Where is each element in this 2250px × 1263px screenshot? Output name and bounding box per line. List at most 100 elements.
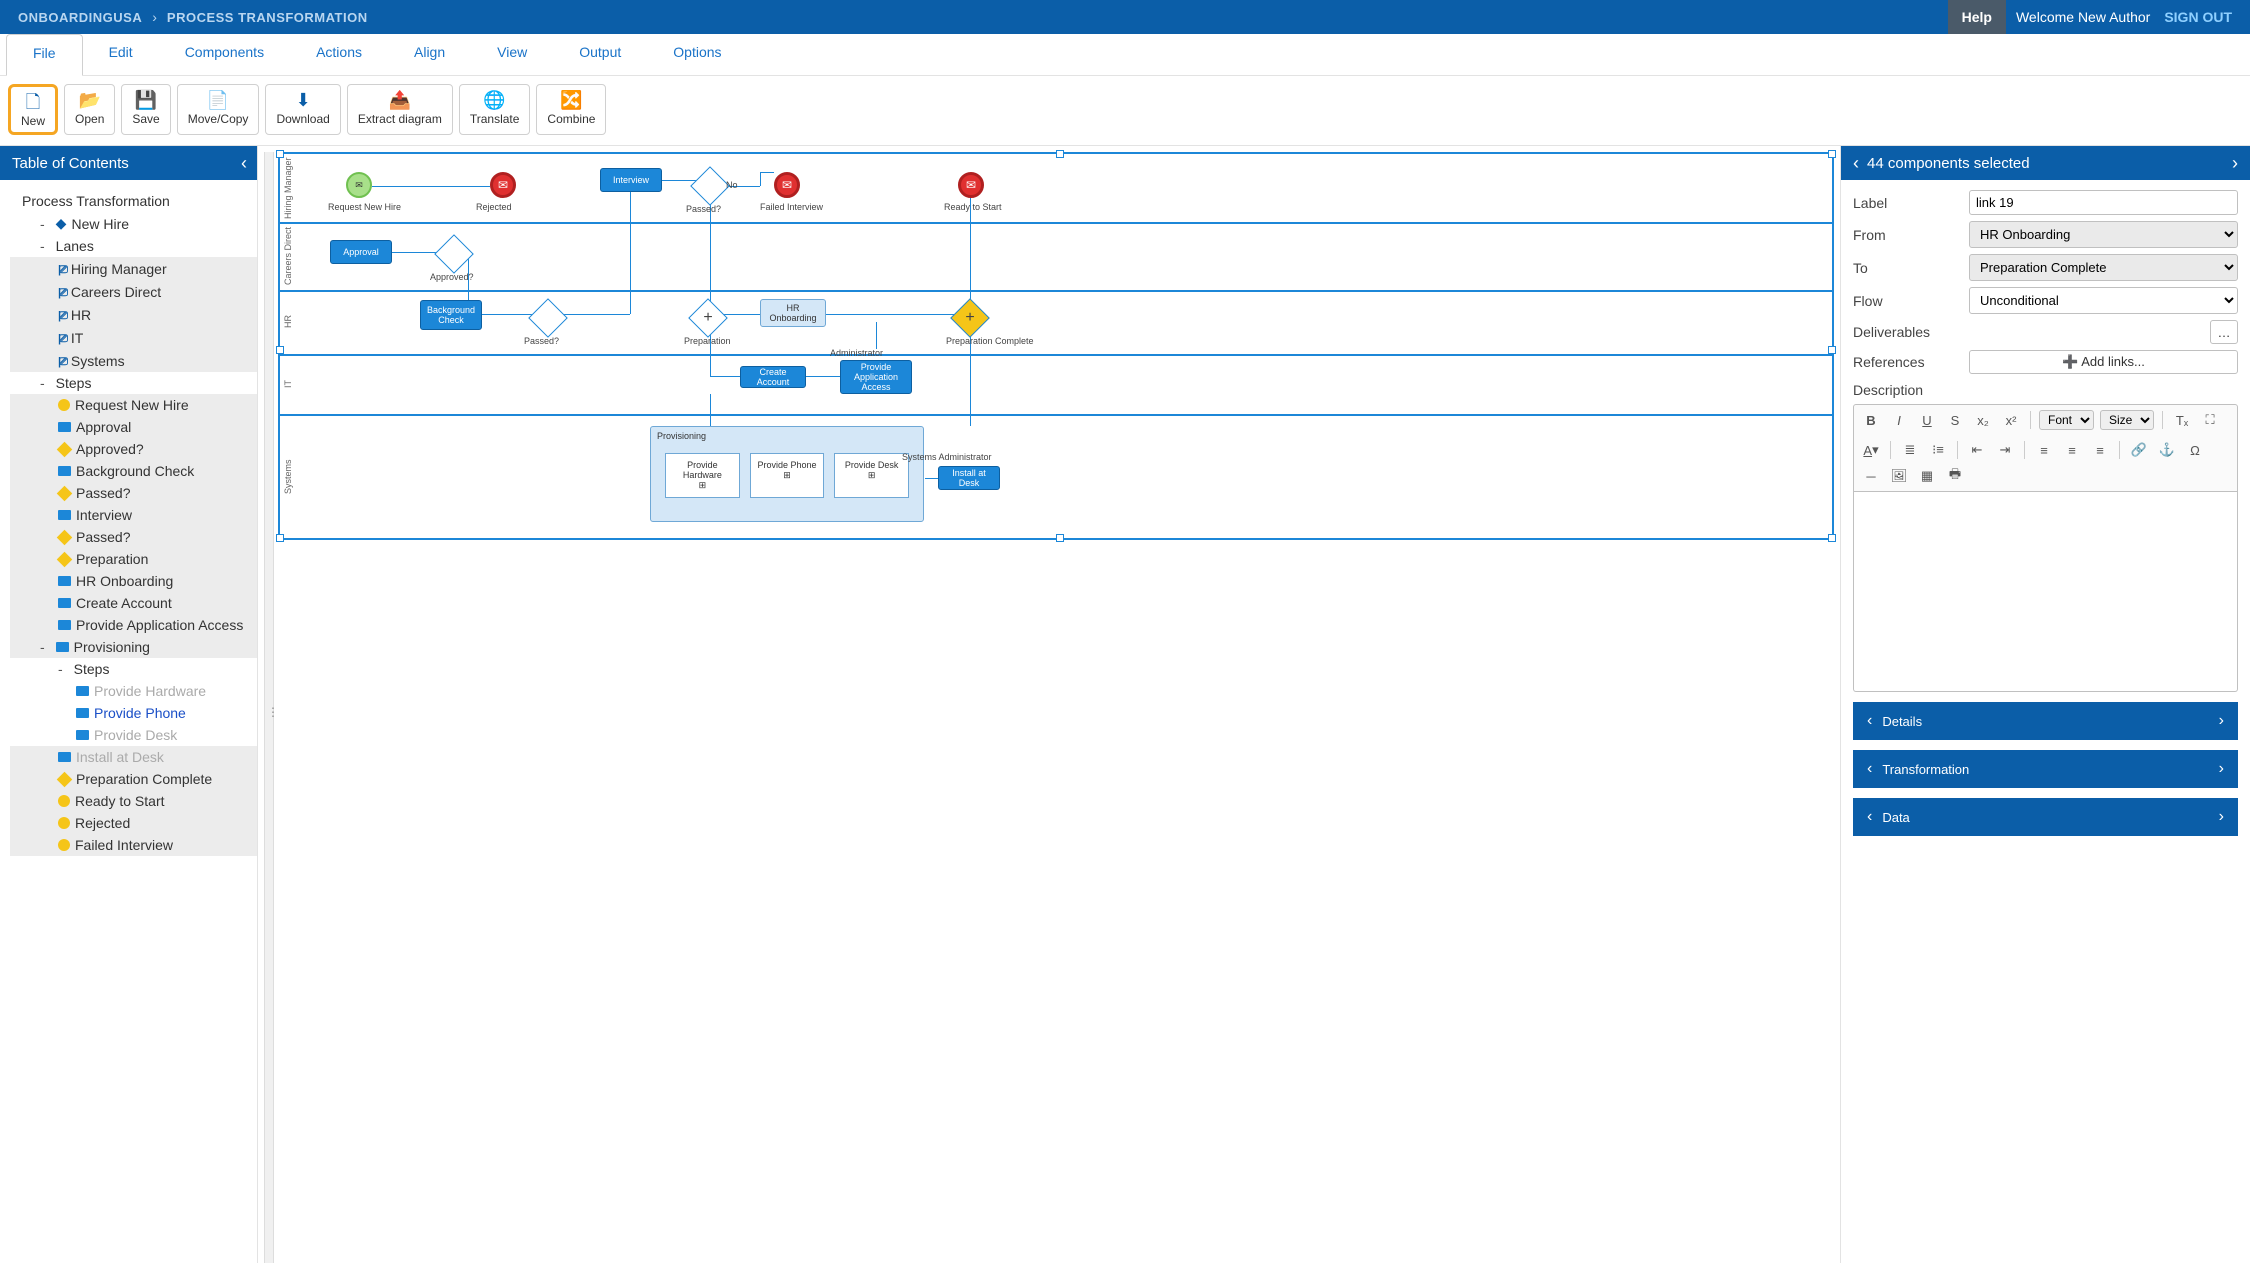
tree-step[interactable]: Background Check bbox=[10, 460, 257, 482]
subscript-icon[interactable]: x₂ bbox=[1972, 409, 1994, 431]
menu-actions[interactable]: Actions bbox=[290, 34, 388, 75]
tree-step[interactable]: Preparation bbox=[10, 548, 257, 570]
tree-lane[interactable]: Hiring Manager bbox=[10, 257, 257, 280]
clearformat-icon[interactable]: Tₓ bbox=[2171, 409, 2193, 431]
task-node[interactable]: Background Check bbox=[420, 300, 482, 330]
print-icon[interactable]: 🖶 bbox=[1944, 465, 1966, 487]
tree-root[interactable]: Process Transformation bbox=[10, 190, 257, 212]
tree-step[interactable]: HR Onboarding bbox=[10, 570, 257, 592]
menu-options[interactable]: Options bbox=[647, 34, 747, 75]
subprocess-node[interactable]: Provisioning Provide Hardware⊞ Provide P… bbox=[650, 426, 924, 522]
breadcrumb-root[interactable]: ONBOARDINGUSA bbox=[18, 10, 142, 25]
task-node[interactable]: Provide Application Access bbox=[840, 360, 912, 394]
deliverables-button[interactable]: … bbox=[2210, 320, 2238, 344]
subtask-node[interactable]: Provide Desk⊞ bbox=[834, 453, 909, 498]
menu-output[interactable]: Output bbox=[553, 34, 647, 75]
flow-select[interactable]: Unconditional bbox=[1969, 287, 2238, 314]
tree-substep[interactable]: Provide Hardware bbox=[10, 680, 257, 702]
tree-step[interactable]: Install at Desk bbox=[10, 746, 257, 768]
end-event[interactable]: ✉ bbox=[958, 172, 984, 198]
tree-step[interactable]: Create Account bbox=[10, 592, 257, 614]
hr-icon[interactable]: ─ bbox=[1860, 465, 1882, 487]
tree-lane[interactable]: IT bbox=[10, 326, 257, 349]
selection-handle[interactable] bbox=[1056, 150, 1064, 158]
selection-handle[interactable] bbox=[1056, 534, 1064, 542]
tree-step[interactable]: Rejected bbox=[10, 812, 257, 834]
align-right-icon[interactable]: ≡ bbox=[2089, 439, 2111, 461]
tree-steps-header[interactable]: Steps bbox=[10, 372, 257, 394]
tree-step[interactable]: Passed? bbox=[10, 482, 257, 504]
to-select[interactable]: Preparation Complete bbox=[1969, 254, 2238, 281]
properties-header[interactable]: ‹ 44 components selected › bbox=[1841, 146, 2250, 180]
tree-step[interactable]: Provide Application Access bbox=[10, 614, 257, 636]
accordion-details[interactable]: ‹ Details › bbox=[1853, 702, 2238, 740]
menu-view[interactable]: View bbox=[471, 34, 553, 75]
selection-handle[interactable] bbox=[276, 150, 284, 158]
gateway-node[interactable] bbox=[690, 166, 730, 206]
task-node[interactable]: HR Onboarding bbox=[760, 299, 826, 327]
task-node[interactable]: Create Account bbox=[740, 366, 806, 388]
selection-handle[interactable] bbox=[1828, 534, 1836, 542]
task-node[interactable]: Approval bbox=[330, 240, 392, 264]
subtask-node[interactable]: Provide Hardware⊞ bbox=[665, 453, 740, 498]
omega-icon[interactable]: Ω bbox=[2184, 439, 2206, 461]
menu-align[interactable]: Align bbox=[388, 34, 471, 75]
tree-provisioning[interactable]: Provisioning bbox=[10, 636, 257, 658]
toolbar-translate-button[interactable]: 🌐Translate bbox=[459, 84, 531, 135]
selection-handle[interactable] bbox=[276, 346, 284, 354]
tree-substeps-header[interactable]: Steps bbox=[10, 658, 257, 680]
selection-handle[interactable] bbox=[276, 534, 284, 542]
toolbar-open-button[interactable]: 📂Open bbox=[64, 84, 115, 135]
selection-handle[interactable] bbox=[1828, 346, 1836, 354]
gateway-node[interactable] bbox=[950, 298, 990, 338]
end-event[interactable]: ✉ bbox=[490, 172, 516, 198]
toolbar-movecopy-button[interactable]: 📄Move/Copy bbox=[177, 84, 260, 135]
toc-header[interactable]: Table of Contents ‹ bbox=[0, 146, 257, 180]
task-node[interactable]: Interview bbox=[600, 168, 662, 192]
table-icon[interactable]: ▦ bbox=[1916, 465, 1938, 487]
indent-icon[interactable]: ⇥ bbox=[1994, 439, 2016, 461]
tree-step[interactable]: Passed? bbox=[10, 526, 257, 548]
tree-step[interactable]: Interview bbox=[10, 504, 257, 526]
help-button[interactable]: Help bbox=[1948, 0, 2006, 34]
chevron-right-icon[interactable]: › bbox=[2232, 153, 2238, 174]
size-select[interactable]: Size bbox=[2100, 410, 2154, 430]
toolbar-extract-button[interactable]: 📤Extract diagram bbox=[347, 84, 453, 135]
menu-components[interactable]: Components bbox=[159, 34, 290, 75]
end-event[interactable]: ✉ bbox=[774, 172, 800, 198]
breadcrumb-page[interactable]: PROCESS TRANSFORMATION bbox=[167, 10, 368, 25]
menu-file[interactable]: File bbox=[6, 34, 83, 76]
bold-icon[interactable]: B bbox=[1860, 409, 1882, 431]
subtask-node[interactable]: Provide Phone⊞ bbox=[750, 453, 825, 498]
tree-lanes-header[interactable]: Lanes bbox=[10, 235, 257, 257]
outdent-icon[interactable]: ⇤ bbox=[1966, 439, 1988, 461]
toolbar-download-button[interactable]: ⬇Download bbox=[265, 84, 340, 135]
splitter-handle[interactable] bbox=[264, 152, 274, 1263]
tree-lane[interactable]: Careers Direct bbox=[10, 280, 257, 303]
signout-link[interactable]: SIGN OUT bbox=[2164, 9, 2232, 25]
align-center-icon[interactable]: ≡ bbox=[2061, 439, 2083, 461]
gateway-node[interactable] bbox=[528, 298, 568, 338]
chevron-left-icon[interactable]: ‹ bbox=[1853, 153, 1859, 174]
description-editor[interactable] bbox=[1853, 492, 2238, 692]
task-node[interactable]: Install at Desk bbox=[938, 466, 1000, 490]
align-left-icon[interactable]: ≡ bbox=[2033, 439, 2055, 461]
tree-substep[interactable]: Provide Phone bbox=[10, 702, 257, 724]
tree-step[interactable]: Approved? bbox=[10, 438, 257, 460]
selection-handle[interactable] bbox=[1828, 150, 1836, 158]
toolbar-new-button[interactable]: 🗋New bbox=[8, 84, 58, 135]
link-icon[interactable]: 🔗 bbox=[2128, 439, 2150, 461]
start-event[interactable]: ✉ bbox=[346, 172, 372, 198]
fullscreen-icon[interactable]: ⛶ bbox=[2199, 409, 2221, 431]
italic-icon[interactable]: I bbox=[1888, 409, 1910, 431]
accordion-data[interactable]: ‹ Data › bbox=[1853, 798, 2238, 836]
image-icon[interactable]: 🖼 bbox=[1888, 465, 1910, 487]
underline-icon[interactable]: U bbox=[1916, 409, 1938, 431]
font-select[interactable]: Font bbox=[2039, 410, 2094, 430]
gateway-node[interactable] bbox=[688, 298, 728, 338]
superscript-icon[interactable]: x² bbox=[2000, 409, 2022, 431]
diagram-canvas[interactable]: Hiring ManagerCareers DirectHRITSystems✉… bbox=[278, 152, 1834, 540]
textcolor-icon[interactable]: A▾ bbox=[1860, 439, 1882, 461]
tree-step[interactable]: Preparation Complete bbox=[10, 768, 257, 790]
toolbar-combine-button[interactable]: 🔀Combine bbox=[536, 84, 606, 135]
